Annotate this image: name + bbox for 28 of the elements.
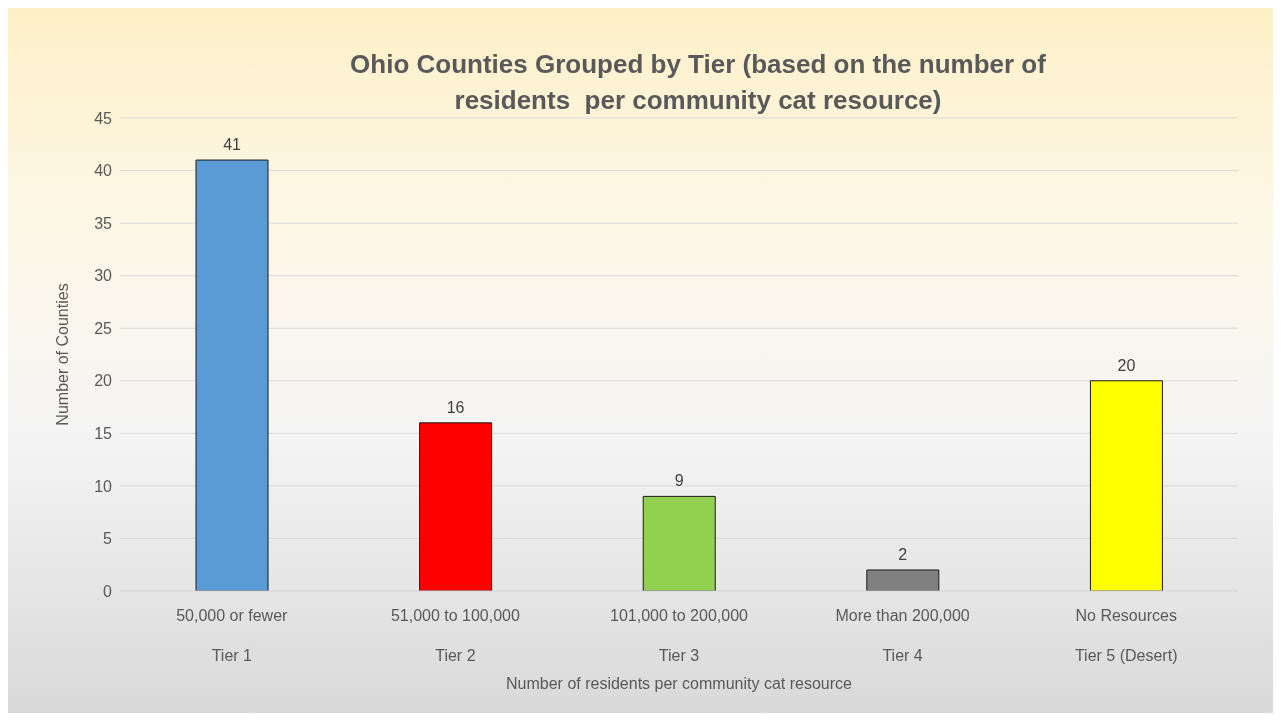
data-label: 41 xyxy=(223,136,242,154)
y-tick-label: 10 xyxy=(94,477,113,495)
y-tick-label: 45 xyxy=(94,109,113,127)
y-tick-label: 15 xyxy=(94,425,113,443)
y-tick-label: 30 xyxy=(94,267,113,285)
category-label: No Resources Tier 5 (Desert) xyxy=(1074,607,1178,664)
data-label: 2 xyxy=(898,545,908,563)
bar xyxy=(642,495,716,591)
y-tick-label: 25 xyxy=(94,319,113,337)
y-tick-label: 5 xyxy=(103,530,113,548)
category-label: 51,000 to 100,000 Tier 2 xyxy=(390,607,520,664)
bar xyxy=(1089,380,1163,591)
y-axis-title: Number of Counties xyxy=(53,283,71,426)
x-axis-title: Number of residents per community cat resource xyxy=(506,675,853,692)
category-label: More than 200,000 Tier 4 xyxy=(835,607,970,664)
category-label: 50,000 or fewer Tier 1 xyxy=(176,607,288,664)
data-label: 20 xyxy=(1117,356,1136,374)
bar xyxy=(419,422,493,591)
y-tick-label: 20 xyxy=(94,372,113,390)
data-label: 16 xyxy=(446,398,465,416)
category-label: 101,000 to 200,000 Tier 3 xyxy=(610,607,748,664)
bar xyxy=(866,569,940,591)
y-tick-label: 35 xyxy=(94,214,113,232)
y-tick-label: 0 xyxy=(103,582,113,600)
bar xyxy=(195,159,269,591)
data-label: 9 xyxy=(674,472,684,490)
chart-title: Ohio Counties Grouped by Tier (based on the number of residents per community cat resource) xyxy=(349,48,1047,117)
y-tick-label: 40 xyxy=(94,162,113,180)
